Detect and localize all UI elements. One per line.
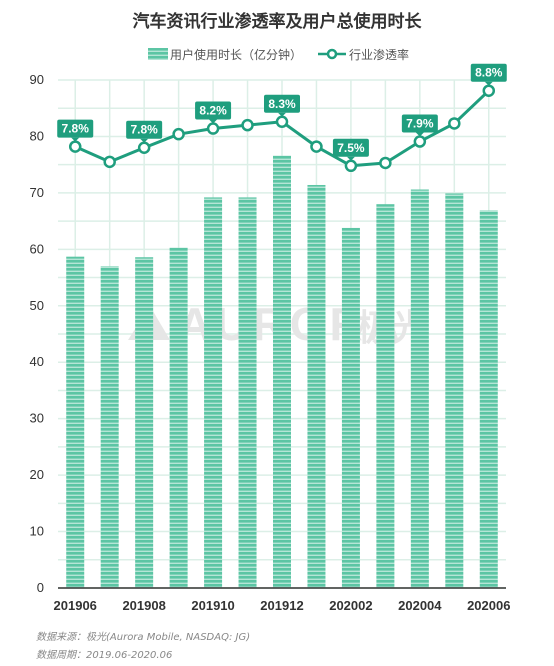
line-point	[172, 127, 185, 141]
bar	[100, 266, 119, 588]
data-label-pointer	[484, 81, 493, 86]
footnote-period: 数据周期：2019.06-2020.06	[36, 650, 173, 661]
line-series	[68, 84, 496, 173]
x-tick-label: 201906	[54, 598, 97, 613]
y-tick-label: 70	[30, 185, 44, 200]
data-label: 7.9%	[401, 114, 438, 137]
data-label-pointer	[140, 138, 149, 143]
y-tick-label: 80	[30, 128, 44, 143]
bar	[238, 197, 257, 588]
chart-title: 汽车资讯行业渗透率及用户总使用时长	[133, 11, 423, 32]
x-tick-label: 202002	[329, 598, 372, 613]
data-label-text: 8.3%	[268, 97, 296, 111]
data-label-pointer	[71, 137, 80, 142]
bars	[66, 155, 498, 589]
x-tick-label: 201912	[260, 598, 303, 613]
data-label-box	[401, 114, 438, 133]
y-tick-label: 30	[30, 411, 44, 426]
line-point	[206, 122, 220, 135]
line-point	[103, 155, 116, 169]
x-tick-label: 202006	[467, 598, 510, 613]
bar	[273, 155, 291, 588]
data-label-box	[332, 138, 369, 157]
line-point	[413, 135, 427, 148]
data-label-text: 7.9%	[406, 117, 434, 131]
data-label-box	[195, 101, 232, 120]
line-point	[241, 118, 254, 132]
data-label: 7.8%	[57, 119, 94, 142]
legend-line-marker	[326, 48, 338, 60]
data-label-text: 7.8%	[130, 123, 158, 137]
bar	[204, 197, 223, 588]
line-point	[137, 141, 151, 154]
bar	[341, 227, 360, 588]
legend: 用户使用时长（亿分钟） 行业渗透率	[148, 47, 409, 62]
line-point	[68, 140, 82, 153]
bar	[445, 193, 464, 588]
line-point	[310, 140, 323, 153]
bar	[66, 256, 85, 588]
data-label-box	[126, 120, 163, 139]
data-label-text: 8.8%	[475, 66, 503, 80]
data-label: 7.5%	[332, 138, 369, 161]
y-axis: 0 10 20 30 40 50 60 70 80 90	[30, 72, 44, 595]
data-label-pointer	[415, 132, 424, 137]
data-label-box	[470, 63, 507, 82]
y-tick-label: 40	[30, 354, 44, 369]
bar	[376, 204, 395, 588]
bar	[410, 189, 429, 588]
line-point	[344, 159, 358, 173]
data-label-text: 8.2%	[199, 104, 227, 118]
legend-bar-label: 用户使用时长（亿分钟）	[170, 47, 302, 62]
data-label: 7.8%	[126, 120, 163, 143]
line-point	[448, 117, 461, 130]
bar	[169, 247, 188, 588]
x-tick-label: 201910	[191, 598, 234, 613]
data-label: 8.3%	[264, 94, 300, 117]
data-label-text: 7.8%	[62, 122, 90, 136]
legend-line-label: 行业渗透率	[349, 47, 409, 62]
y-tick-label: 90	[30, 72, 44, 87]
data-label-pointer	[346, 156, 355, 161]
data-label-pointer	[209, 119, 218, 124]
line-point	[482, 84, 496, 97]
data-labels: 7.8% 7.8% 8.2% 8.3% 7.5% 7.9% 8.8%	[57, 63, 507, 161]
line-point	[379, 156, 392, 170]
y-tick-label: 50	[30, 298, 44, 313]
data-label-box	[57, 119, 94, 138]
x-tick-label: 202004	[398, 598, 442, 613]
line-point	[275, 115, 289, 129]
data-label: 8.2%	[195, 101, 232, 124]
data-label-text: 7.5%	[337, 141, 365, 155]
y-tick-label: 10	[30, 524, 44, 539]
data-label-pointer	[278, 112, 286, 117]
y-tick-label: 0	[37, 580, 44, 595]
data-label: 8.8%	[470, 63, 507, 86]
bar	[479, 210, 498, 589]
bar	[135, 257, 154, 588]
x-tick-label: 201908	[122, 598, 165, 613]
x-axis: 201906 201908 201910 201912 202002 202004 2020…	[54, 587, 510, 613]
footnote-source: 数据来源：极光(Aurora Mobile, NASDAQ: JG)	[36, 632, 251, 643]
legend-bar-swatch	[148, 48, 168, 60]
bar	[307, 184, 326, 588]
data-label-box	[264, 94, 300, 113]
y-tick-label: 20	[30, 467, 44, 482]
y-tick-label: 60	[30, 241, 44, 256]
